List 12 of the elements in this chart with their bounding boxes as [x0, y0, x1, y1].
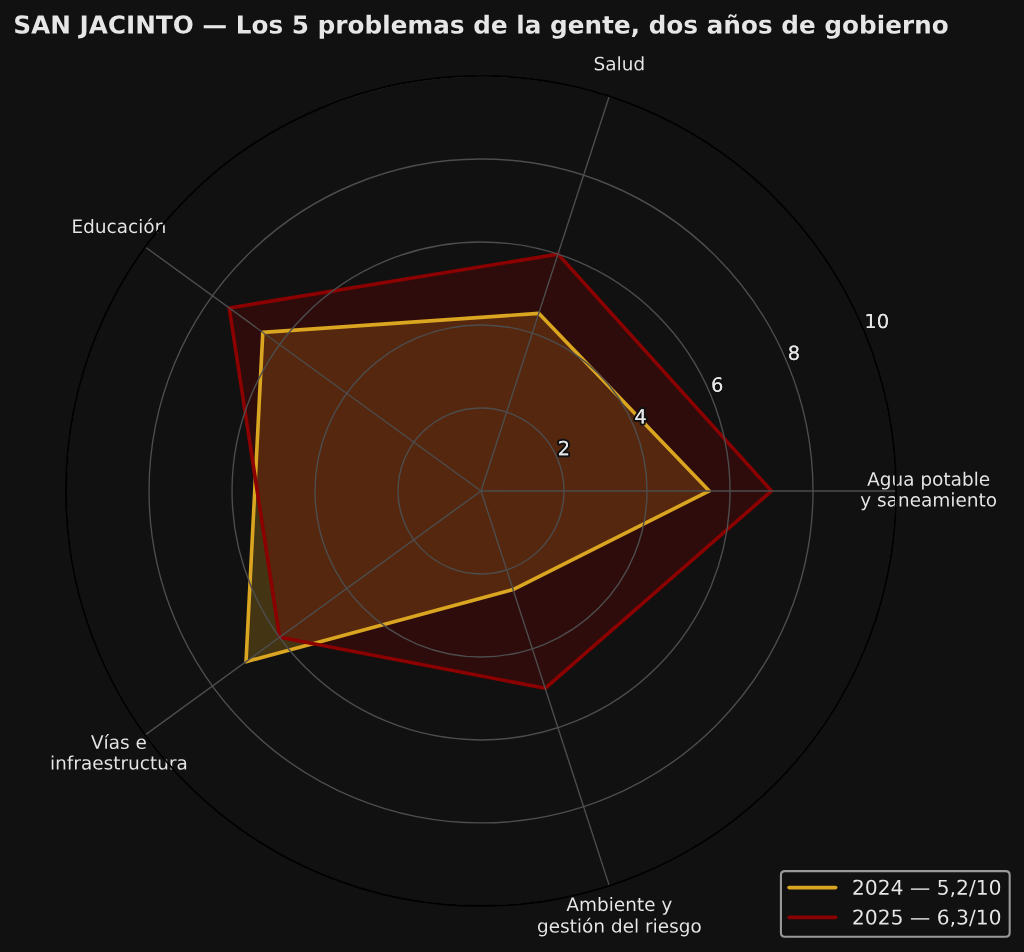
chart-title: SAN JACINTO — Los 5 problemas de la gente, dos años de gobierno	[15, 14, 948, 39]
legend-label: 2025 — 6,3/10	[853, 909, 1001, 927]
y-tick-label: 10	[866, 313, 888, 329]
spoke-label: Salud	[594, 56, 644, 71]
y-tick-label: 2	[559, 440, 569, 456]
spoke-label: Agua potable y saneamiento	[860, 471, 997, 511]
spoke-label: Educación	[73, 218, 165, 234]
legend-label: 2024 — 5,2/10	[853, 879, 1001, 898]
y-tick-label: 6	[712, 377, 723, 392]
y-tick-label: 8	[789, 345, 799, 361]
spoke-label: Vías e infraestructura	[51, 734, 187, 770]
spoke-label: Ambiente y gestión del riesgo	[537, 896, 701, 937]
